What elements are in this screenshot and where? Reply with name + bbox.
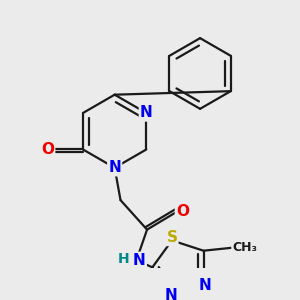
Text: N: N bbox=[164, 288, 177, 300]
Text: N: N bbox=[108, 160, 121, 175]
Text: N: N bbox=[198, 278, 211, 292]
Text: S: S bbox=[167, 230, 177, 245]
Text: CH₃: CH₃ bbox=[232, 241, 257, 254]
Text: N: N bbox=[133, 253, 146, 268]
Text: O: O bbox=[176, 204, 189, 219]
Text: N: N bbox=[140, 106, 153, 121]
Text: H: H bbox=[118, 252, 129, 266]
Text: O: O bbox=[41, 142, 54, 157]
